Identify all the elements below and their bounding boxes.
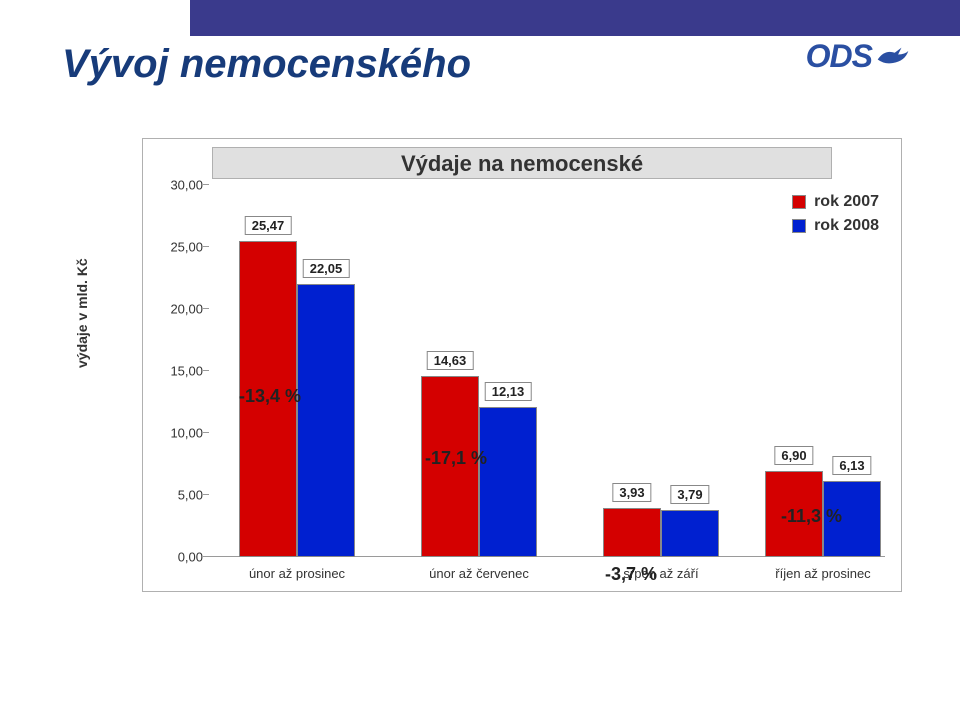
y-tick-mark: [203, 556, 209, 557]
bar-value-label: 6,90: [774, 446, 813, 465]
y-tick-mark: [203, 432, 209, 433]
bar-rok2007: 3,93: [603, 508, 661, 557]
y-tick-label: 30,00: [161, 178, 203, 193]
logo: ODS: [806, 38, 910, 75]
y-tick-mark: [203, 184, 209, 185]
bird-icon: [876, 43, 910, 71]
bar-value-label: 3,93: [612, 483, 651, 502]
x-category-label: únor až červenec: [399, 566, 559, 581]
y-tick-label: 25,00: [161, 240, 203, 255]
y-tick-mark: [203, 308, 209, 309]
bar-value-label: 25,47: [245, 216, 292, 235]
x-category-label: říjen až prosinec: [743, 566, 903, 581]
percent-change-annotation: -17,1 %: [425, 448, 487, 469]
bar-value-label: 22,05: [303, 259, 350, 278]
y-tick-label: 0,00: [161, 550, 203, 565]
plot-area: 0,005,0010,0015,0020,0025,0030,0025,4722…: [209, 185, 885, 557]
y-axis-label: výdaje v mld. Kč: [74, 258, 90, 368]
bar-value-label: 6,13: [832, 456, 871, 475]
y-tick-label: 5,00: [161, 488, 203, 503]
bar-group: 3,933,79: [581, 508, 741, 557]
bar-rok2008: 12,13: [479, 407, 537, 557]
y-tick-label: 20,00: [161, 302, 203, 317]
page-title: Vývoj nemocenského: [62, 42, 471, 87]
y-tick-mark: [203, 370, 209, 371]
chart-frame: Výdaje na nemocenské rok 2007 rok 2008 0…: [142, 138, 902, 592]
y-tick-mark: [203, 246, 209, 247]
y-tick-mark: [203, 494, 209, 495]
chart-title: Výdaje na nemocenské: [212, 147, 832, 179]
logo-text: ODS: [806, 38, 872, 75]
percent-change-annotation: -11,3 %: [781, 506, 842, 527]
bar-rok2008: 3,79: [661, 510, 719, 557]
percent-change-annotation: -13,4 %: [239, 386, 301, 407]
y-tick-label: 10,00: [161, 426, 203, 441]
x-category-label: únor až prosinec: [217, 566, 377, 581]
bar-value-label: 3,79: [670, 485, 709, 504]
header-band: [190, 0, 960, 36]
y-tick-label: 15,00: [161, 364, 203, 379]
bar-value-label: 12,13: [485, 382, 532, 401]
bar-rok2008: 22,05: [297, 284, 355, 557]
percent-change-annotation: -3,7 %: [605, 564, 657, 585]
bar-value-label: 14,63: [427, 351, 474, 370]
